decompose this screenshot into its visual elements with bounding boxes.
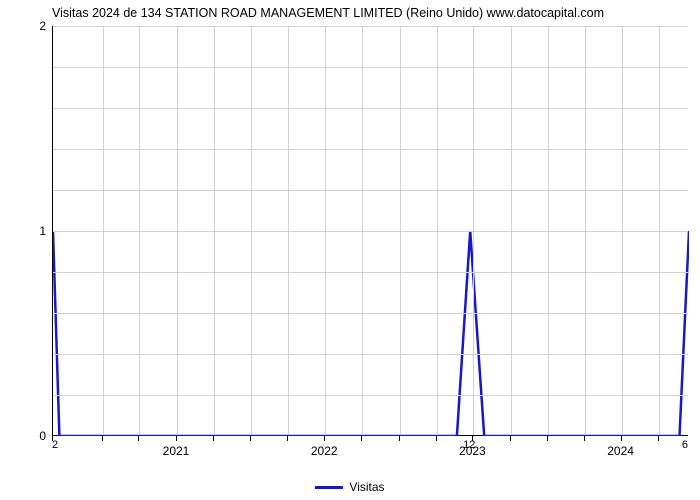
gridline-v — [214, 26, 215, 435]
x-tick-mark — [436, 436, 437, 441]
gridline-v — [548, 26, 549, 435]
x-tick-mark — [399, 436, 400, 441]
x-tick-mark — [213, 436, 214, 441]
point-value-label: 12 — [463, 439, 475, 451]
gridline-h — [53, 272, 688, 273]
x-tick-mark — [250, 436, 251, 441]
x-year-label: 2021 — [163, 444, 190, 458]
legend-label: Visitas — [349, 480, 384, 494]
gridline-h — [53, 108, 688, 109]
y-tick-label: 1 — [39, 224, 46, 238]
gridline-v — [177, 26, 178, 435]
gridline-h — [53, 313, 688, 314]
x-tick-mark — [510, 436, 511, 441]
gridline-v — [400, 26, 401, 435]
gridline-h — [53, 149, 688, 150]
gridline-h — [53, 354, 688, 355]
y-tick-label: 0 — [39, 429, 46, 443]
gridline-v — [288, 26, 289, 435]
x-tick-mark — [324, 436, 325, 441]
x-tick-mark — [621, 436, 622, 441]
x-year-label: 2022 — [311, 444, 338, 458]
x-year-label: 2024 — [607, 444, 634, 458]
x-tick-mark — [176, 436, 177, 441]
gridline-v — [622, 26, 623, 435]
gridline-v — [251, 26, 252, 435]
gridline-v — [511, 26, 512, 435]
gridline-h — [53, 26, 688, 27]
gridline-v — [139, 26, 140, 435]
x-tick-mark — [102, 436, 103, 441]
chart-title: Visitas 2024 de 134 STATION ROAD MANAGEM… — [52, 6, 604, 20]
gridline-v — [659, 26, 660, 435]
gridline-h — [53, 67, 688, 68]
point-value-label: 2 — [52, 439, 58, 451]
x-tick-mark — [361, 436, 362, 441]
gridline-v — [585, 26, 586, 435]
gridline-v — [437, 26, 438, 435]
y-tick-label: 2 — [39, 19, 46, 33]
gridline-h — [53, 231, 688, 232]
gridline-v — [325, 26, 326, 435]
x-tick-mark — [658, 436, 659, 441]
legend: Visitas — [0, 480, 700, 494]
x-tick-mark — [138, 436, 139, 441]
gridline-v — [362, 26, 363, 435]
gridline-v — [473, 26, 474, 435]
plot-area — [52, 26, 688, 436]
gridline-h — [53, 190, 688, 191]
x-tick-mark — [547, 436, 548, 441]
point-value-label: 6 — [682, 439, 688, 451]
legend-swatch — [315, 486, 343, 489]
gridline-v — [103, 26, 104, 435]
x-tick-mark — [584, 436, 585, 441]
gridline-h — [53, 395, 688, 396]
x-tick-mark — [287, 436, 288, 441]
